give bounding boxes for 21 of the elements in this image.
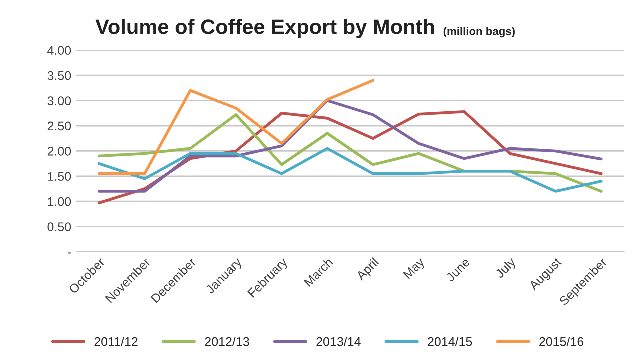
line-series — [98, 79, 375, 176]
chart-title: Volume of Coffee Export by Month — [96, 19, 434, 39]
y-tick-label: 4.00 — [48, 46, 72, 56]
x-tick-label: May — [403, 257, 428, 282]
chart-subtitle: (million bags) — [444, 27, 515, 38]
line-series — [98, 147, 603, 193]
y-tick-label: - — [68, 252, 72, 254]
y-tick-label: 2.00 — [48, 147, 72, 156]
legend-label: 2011/12 — [94, 337, 138, 346]
x-tick-label: July — [494, 256, 518, 281]
y-tick-label: 2.50 — [48, 122, 72, 131]
legend-label: 2012/13 — [205, 337, 250, 346]
y-tick-label: 1.50 — [48, 172, 72, 182]
y-tick-label: 0.50 — [48, 222, 72, 232]
line-series — [98, 99, 603, 193]
legend-label: 2015/16 — [540, 337, 584, 346]
y-tick-label: 1.00 — [48, 197, 72, 206]
legend-label: 2014/15 — [428, 337, 472, 346]
legend-label: 2013/14 — [316, 337, 361, 346]
y-tick-label: 3.00 — [48, 96, 72, 106]
y-tick-label: 3.50 — [48, 71, 72, 80]
